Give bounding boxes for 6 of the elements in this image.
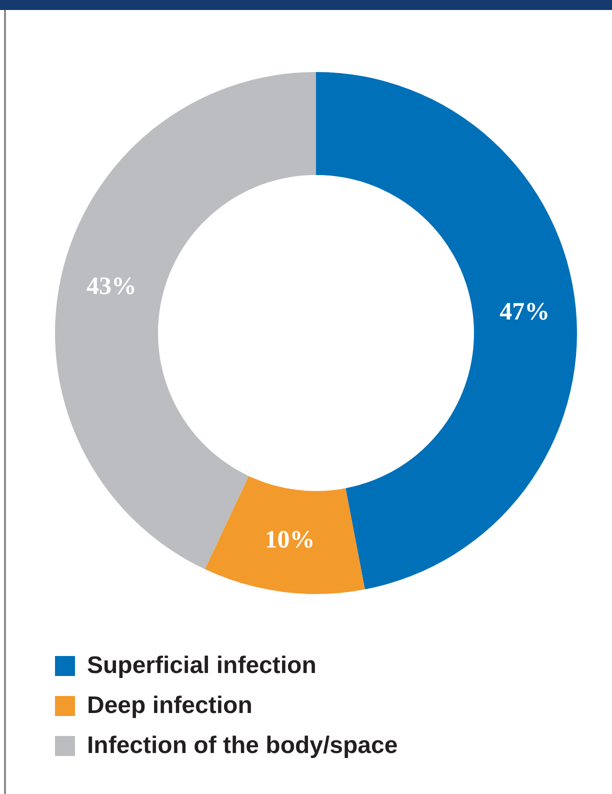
data-label: 47% (500, 298, 550, 326)
legend-label: Deep infection (87, 692, 252, 720)
data-label: 10% (264, 526, 315, 554)
data-label: 43% (86, 272, 137, 300)
legend-label: Superficial infection (87, 652, 316, 680)
legend-label: Infection of the body/space (87, 732, 398, 760)
